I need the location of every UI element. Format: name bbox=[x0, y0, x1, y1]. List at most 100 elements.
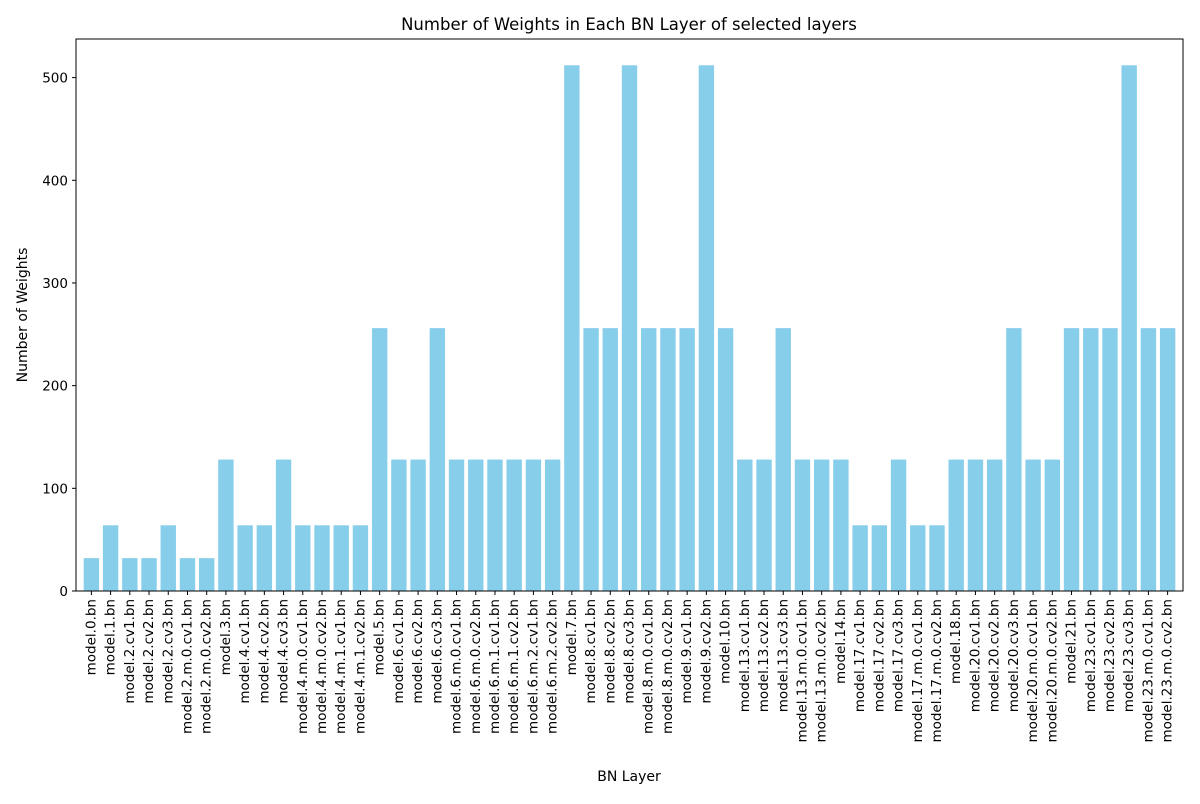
y-tick-label: 400 bbox=[42, 173, 68, 189]
bar-model-2-m-0-cv1-bn bbox=[179, 558, 196, 591]
x-tick-label: model.10.bn bbox=[718, 599, 734, 684]
bar-model-20-cv1-bn bbox=[967, 459, 984, 591]
bar-model-20-cv2-bn bbox=[986, 459, 1003, 591]
bar-model-20-m-0-cv2-bn bbox=[1044, 459, 1061, 591]
bar-model-1-bn bbox=[102, 525, 119, 591]
x-tick-label: model.4.cv1.bn bbox=[237, 599, 253, 704]
bar-model-4-m-1-cv2-bn bbox=[352, 525, 369, 591]
bar-model-4-m-0-cv1-bn bbox=[295, 525, 311, 591]
bar-model-14-bn bbox=[833, 459, 849, 591]
bar-model-6-m-2-cv1-bn bbox=[525, 459, 542, 591]
bar-model-5-bn bbox=[371, 328, 388, 591]
bar-model-4-m-0-cv2-bn bbox=[314, 525, 330, 591]
x-tick-label: model.14.bn bbox=[833, 599, 849, 684]
x-tick-label: model.2.cv3.bn bbox=[160, 599, 176, 704]
bar-model-0-bn bbox=[83, 558, 100, 591]
bar-model-23-cv2-bn bbox=[1102, 328, 1118, 591]
bar-model-4-cv2-bn bbox=[256, 525, 273, 591]
x-tick-label: model.6.m.1.cv2.bn bbox=[506, 599, 522, 734]
chart-title: Number of Weights in Each BN Layer of se… bbox=[401, 15, 857, 34]
x-tick-label: model.6.cv2.bn bbox=[410, 599, 426, 704]
x-tick-label: model.8.m.0.cv2.bn bbox=[660, 599, 676, 734]
x-tick-label: model.17.cv3.bn bbox=[891, 599, 907, 712]
bar-model-8-m-0-cv2-bn bbox=[660, 328, 676, 591]
bar-model-13-cv3-bn bbox=[775, 328, 791, 591]
bar-model-2-cv3-bn bbox=[160, 525, 176, 591]
x-tick-label: model.8.cv3.bn bbox=[622, 599, 638, 704]
x-tick-label: model.17.m.0.cv1.bn bbox=[910, 599, 926, 743]
x-tick-label: model.23.cv2.bn bbox=[1102, 599, 1118, 712]
x-tick-label: model.4.m.1.cv2.bn bbox=[352, 599, 368, 734]
bar-model-21-bn bbox=[1063, 328, 1080, 591]
x-tick-label: model.20.cv1.bn bbox=[967, 599, 983, 712]
bar-model-17-cv2-bn bbox=[871, 525, 888, 591]
x-tick-label: model.2.cv2.bn bbox=[141, 599, 157, 704]
x-tick-label: model.2.cv1.bn bbox=[122, 599, 138, 704]
bar-model-2-m-0-cv2-bn bbox=[199, 558, 215, 591]
bar-model-17-m-0-cv1-bn bbox=[910, 525, 926, 591]
x-tick-label: model.17.cv1.bn bbox=[852, 599, 868, 712]
x-tick-label: model.23.m.0.cv2.bn bbox=[1160, 599, 1176, 743]
x-tick-label: model.20.cv3.bn bbox=[1006, 599, 1022, 712]
x-axis-label: BN Layer bbox=[597, 769, 661, 785]
x-tick-label: model.20.m.0.cv2.bn bbox=[1044, 599, 1060, 743]
y-axis: 0 100 200 300 400 500 bbox=[42, 71, 76, 600]
bar-model-13-m-0-cv1-bn bbox=[794, 459, 811, 591]
x-tick-label: model.8.cv2.bn bbox=[602, 599, 618, 704]
bar-model-6-cv1-bn bbox=[391, 459, 407, 591]
bar-model-17-cv3-bn bbox=[890, 459, 907, 591]
bar-model-13-cv2-bn bbox=[756, 459, 772, 591]
x-tick-label: model.13.m.0.cv2.bn bbox=[814, 599, 830, 743]
bar-model-10-bn bbox=[717, 328, 734, 591]
x-tick-label: model.13.cv1.bn bbox=[737, 599, 753, 712]
bar-model-6-m-1-cv2-bn bbox=[506, 459, 522, 591]
bar-model-17-cv1-bn bbox=[852, 525, 868, 591]
bar-model-8-m-0-cv1-bn bbox=[641, 328, 657, 591]
bar-model-8-cv3-bn bbox=[621, 65, 638, 592]
bar-model-2-cv2-bn bbox=[141, 558, 157, 591]
x-tick-label: model.6.m.1.cv1.bn bbox=[487, 599, 503, 734]
y-tick-label: 500 bbox=[42, 71, 68, 87]
bar-model-23-m-0-cv2-bn bbox=[1159, 328, 1176, 591]
x-tick-label: model.13.m.0.cv1.bn bbox=[794, 599, 810, 743]
bar-model-4-cv3-bn bbox=[275, 459, 292, 591]
y-tick-label: 0 bbox=[59, 584, 68, 600]
x-tick-label: model.17.m.0.cv2.bn bbox=[929, 599, 945, 743]
bar-model-23-cv3-bn bbox=[1121, 65, 1137, 592]
x-tick-label: model.20.cv2.bn bbox=[987, 599, 1003, 712]
bar-model-3-bn bbox=[218, 459, 234, 591]
x-tick-label: model.2.m.0.cv1.bn bbox=[179, 599, 195, 734]
y-axis-label: Number of Weights bbox=[15, 248, 31, 383]
bar-model-13-m-0-cv2-bn bbox=[814, 459, 830, 591]
x-tick-label: model.5.bn bbox=[372, 599, 388, 675]
x-tick-label: model.23.cv3.bn bbox=[1121, 599, 1137, 712]
bar-model-20-cv3-bn bbox=[1006, 328, 1022, 591]
x-tick-label: model.4.m.0.cv2.bn bbox=[314, 599, 330, 734]
x-tick-label: model.0.bn bbox=[83, 599, 99, 675]
x-tick-label: model.13.cv3.bn bbox=[775, 599, 791, 712]
x-tick-label: model.20.m.0.cv1.bn bbox=[1025, 599, 1041, 743]
x-tick-label: model.6.m.0.cv2.bn bbox=[468, 599, 484, 734]
bar-model-23-cv1-bn bbox=[1083, 328, 1099, 591]
y-tick-label: 100 bbox=[42, 481, 68, 497]
bar-model-18-bn bbox=[948, 459, 964, 591]
x-tick-label: model.6.cv1.bn bbox=[391, 599, 407, 704]
x-tick-label: model.2.m.0.cv2.bn bbox=[199, 599, 215, 734]
bar-model-2-cv1-bn bbox=[122, 558, 138, 591]
x-tick-label: model.18.bn bbox=[948, 599, 964, 684]
bar-model-13-cv1-bn bbox=[737, 459, 753, 591]
x-tick-label: model.8.m.0.cv1.bn bbox=[641, 599, 657, 734]
x-tick-label: model.17.cv2.bn bbox=[871, 599, 887, 712]
x-tick-label: model.7.bn bbox=[564, 599, 580, 675]
x-tick-label: model.23.cv1.bn bbox=[1083, 599, 1099, 712]
x-tick-label: model.3.bn bbox=[218, 599, 234, 675]
bar-model-9-cv2-bn bbox=[698, 65, 715, 592]
y-tick-label: 300 bbox=[42, 276, 68, 292]
x-tick-label: model.13.cv2.bn bbox=[756, 599, 772, 712]
bar-model-17-m-0-cv2-bn bbox=[929, 525, 945, 591]
x-tick-label: model.6.cv3.bn bbox=[429, 599, 445, 704]
x-tick-label: model.9.cv1.bn bbox=[679, 599, 695, 704]
